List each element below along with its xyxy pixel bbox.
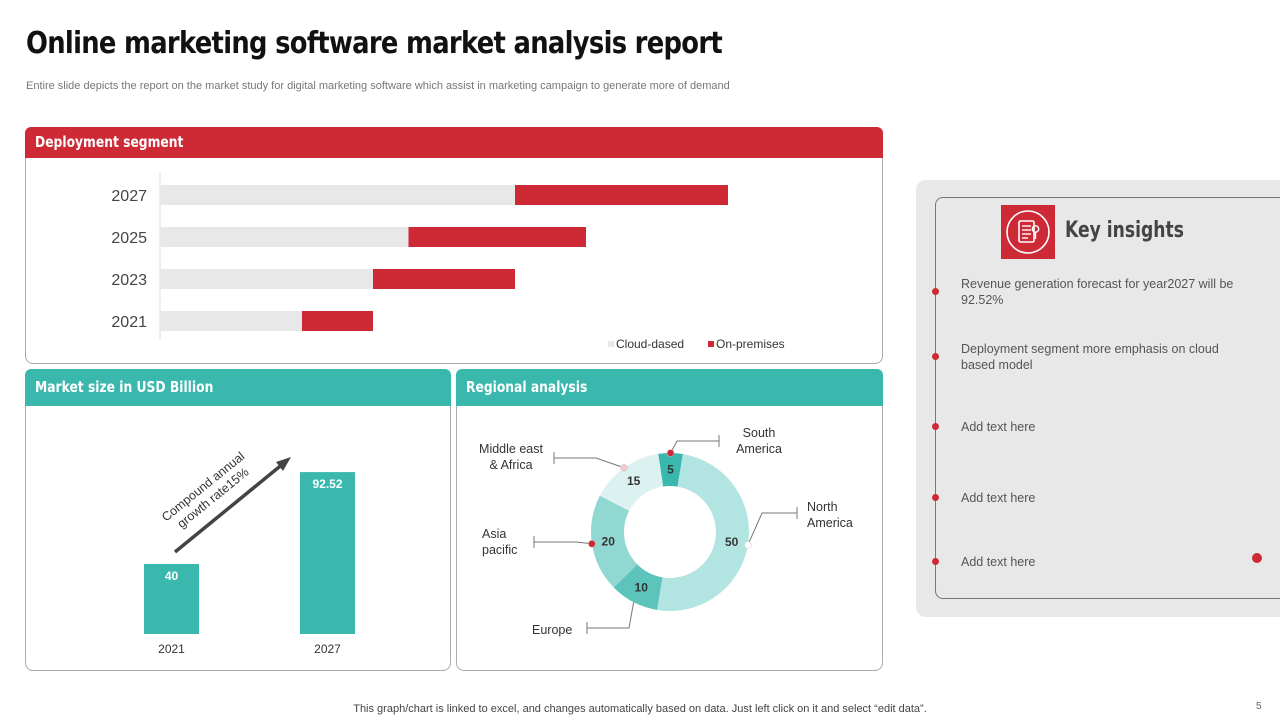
category-label: 2027 [314,642,341,656]
donut-slice [591,495,638,588]
category-label: 2027 [111,188,147,205]
regional-panel[interactable]: Regional analysis 5 50 10 20 15 South America N… [456,369,883,671]
growth-arrow-icon [173,457,291,554]
region-label: America [807,516,853,530]
page-subtitle: Entire slide depicts the report on the m… [26,80,730,92]
slice-value-label: 20 [602,534,616,548]
insight-bullet [932,494,939,501]
callout-dot [744,541,752,549]
region-label: America [736,442,782,456]
category-label: 2025 [111,230,147,247]
slice-value-label: 10 [635,580,649,594]
report-icon [1001,205,1055,259]
slice-value-label: 15 [627,474,641,488]
arrow-head [276,457,291,471]
region-label: Middle east [479,442,543,456]
deployment-panel[interactable]: Deployment segment 2027 2025 2023 2021 Cloud… [25,127,883,364]
market-size-panel[interactable]: Market size in USD Billion 40 2021 92.52 20… [25,369,451,671]
callout-line [747,512,797,546]
callout-line [534,541,592,545]
callout-line [670,440,719,454]
category-label: 2021 [158,642,185,656]
donut-slice [658,453,683,487]
regional-panel-title: Regional analysis [466,378,588,396]
insight-item: Add text here [961,420,1036,434]
bar-value-label: 92.52 [312,477,342,491]
page-number: 5 [1256,701,1262,712]
decorative-dot [1252,553,1262,563]
slice-value-label: 50 [725,535,739,549]
insight-bullet [932,353,939,360]
cloud-bar [160,227,409,247]
region-label: South [743,426,776,440]
region-label: pacific [482,543,517,557]
deployment-panel-title: Deployment segment [35,133,184,151]
market-bar [300,472,355,634]
category-label: 2023 [111,272,147,289]
on-premises-bar [302,311,373,331]
legend-label: Cloud-dased [616,337,684,351]
callout-dot [588,540,596,548]
on-premises-bar [515,185,728,205]
region-label: & Africa [489,458,532,472]
cloud-bar [160,185,515,205]
bar-value-label: 40 [165,569,179,583]
region-label: Europe [532,623,572,637]
market-size-panel-title: Market size in USD Billion [35,378,214,396]
market-size-panel-header: Market size in USD Billion [25,369,451,406]
cloud-bar [160,269,373,289]
insight-bullet [932,558,939,565]
category-label: 2021 [111,314,147,331]
donut-slice [599,453,664,511]
deployment-chart[interactable]: 2027 2025 2023 2021 Cloud-dased On-premises [26,128,882,363]
donut-slice [657,454,749,611]
legend-swatch [708,341,714,347]
on-premises-bar [373,269,515,289]
insight-item: Revenue generation forecast for year2027… [961,277,1234,307]
footer-note: This graph/chart is linked to excel, and… [353,703,927,715]
callout-dot [620,464,628,472]
callout-line [554,457,625,469]
region-label: Asia [482,527,506,541]
page-title: Online marketing software market analysi… [26,26,723,61]
insight-item: Add text here [961,555,1036,569]
deployment-panel-header: Deployment segment [25,127,883,158]
insights-box [935,197,1280,599]
callout-dot [666,449,675,457]
legend-label: On-premises [716,337,785,351]
insight-bullet [932,288,939,295]
arrow-shaft [173,461,286,554]
regional-panel-header: Regional analysis [456,369,883,406]
slice-value-label: 5 [667,463,674,477]
insights-background [916,180,1280,617]
market-bar [144,564,199,634]
insight-item: Deployment segment more emphasis on clou… [961,342,1219,372]
cloud-bar [160,311,302,331]
legend-swatch [608,341,614,347]
insights-title: Key insights [1065,218,1184,243]
insight-bullet [932,423,939,430]
callout-line [587,602,635,629]
insight-item: Add text here [961,491,1036,505]
donut-slice [613,564,663,610]
on-premises-bar [408,227,586,247]
regional-chart[interactable]: 5 50 10 20 15 South America North America Europe A… [457,370,882,670]
region-label: North [807,500,838,514]
